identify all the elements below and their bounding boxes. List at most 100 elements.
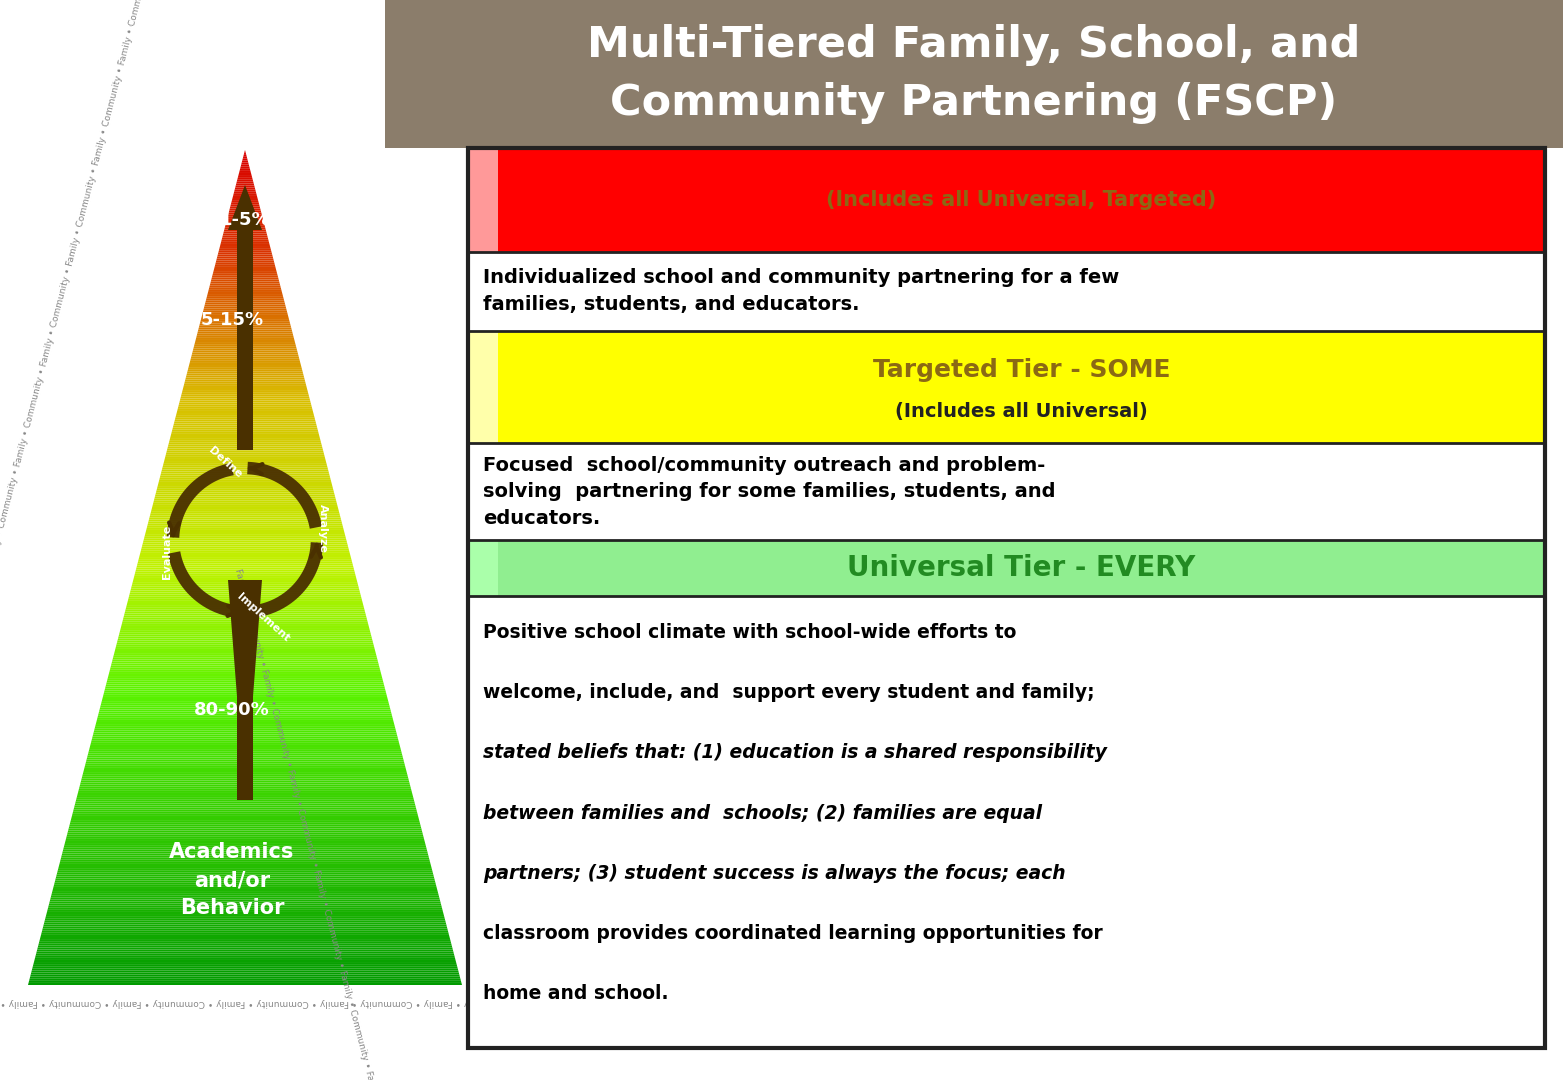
Polygon shape [111,663,378,665]
Polygon shape [31,972,460,974]
Polygon shape [148,517,341,519]
Polygon shape [241,166,250,168]
Polygon shape [220,244,270,246]
Polygon shape [77,795,413,797]
Polygon shape [233,193,256,195]
Polygon shape [80,786,411,788]
Polygon shape [81,779,410,781]
Polygon shape [163,468,328,470]
Polygon shape [56,875,435,877]
Polygon shape [158,486,333,488]
Polygon shape [66,839,425,841]
Polygon shape [214,265,275,267]
Polygon shape [44,922,447,924]
Polygon shape [239,171,252,173]
Polygon shape [127,600,363,603]
Polygon shape [109,670,381,672]
Polygon shape [52,891,438,893]
Polygon shape [113,658,377,660]
Polygon shape [34,960,456,962]
Polygon shape [181,392,308,394]
Polygon shape [200,321,291,323]
Polygon shape [141,551,350,553]
Polygon shape [192,349,297,350]
Polygon shape [86,761,405,764]
Polygon shape [80,783,410,784]
Polygon shape [120,629,370,630]
Polygon shape [211,282,280,284]
Polygon shape [220,240,269,242]
Polygon shape [120,626,369,629]
Polygon shape [181,394,309,396]
Polygon shape [156,490,334,492]
Polygon shape [58,868,431,870]
Polygon shape [227,221,264,224]
Polygon shape [189,365,302,367]
Polygon shape [213,271,277,273]
Polygon shape [113,656,377,658]
Polygon shape [113,660,378,661]
Polygon shape [131,589,359,591]
Polygon shape [30,974,460,976]
Polygon shape [47,909,442,912]
Polygon shape [89,747,400,750]
Polygon shape [136,569,355,571]
Polygon shape [39,941,452,943]
Polygon shape [73,808,416,810]
Polygon shape [186,378,305,380]
Text: Focused  school/community outreach and problem-
solving  partnering for some fam: Focused school/community outreach and pr… [483,456,1055,528]
Polygon shape [200,323,291,325]
Polygon shape [191,354,299,356]
Polygon shape [52,893,439,895]
Polygon shape [95,721,394,724]
Polygon shape [59,862,430,864]
Polygon shape [97,716,392,718]
Polygon shape [28,983,463,985]
Polygon shape [205,302,284,305]
Polygon shape [164,461,327,463]
Polygon shape [158,484,333,486]
Polygon shape [136,566,353,567]
Polygon shape [216,262,275,265]
Polygon shape [205,300,284,302]
Polygon shape [183,388,308,390]
Polygon shape [177,409,313,410]
Polygon shape [33,964,456,967]
Polygon shape [197,336,294,338]
Polygon shape [224,231,267,233]
Polygon shape [109,672,381,674]
Polygon shape [145,535,345,536]
Text: partners; (3) student success is always the focus; each: partners; (3) student success is always … [483,864,1066,882]
Polygon shape [228,580,263,800]
Polygon shape [236,184,255,186]
Polygon shape [117,640,374,643]
Polygon shape [241,164,250,166]
Polygon shape [167,444,322,446]
Polygon shape [55,878,435,880]
Text: between families and  schools; (2) families are equal: between families and schools; (2) famili… [483,804,1043,823]
Polygon shape [39,940,450,941]
Polygon shape [103,692,386,694]
Polygon shape [56,873,433,875]
Polygon shape [230,208,261,211]
Polygon shape [230,204,259,206]
Polygon shape [139,553,350,555]
Polygon shape [108,676,383,678]
Polygon shape [213,275,278,278]
Text: Analyze: Analyze [317,503,328,553]
Polygon shape [122,622,369,624]
Polygon shape [214,267,277,269]
Polygon shape [36,954,455,956]
Polygon shape [36,949,453,951]
Polygon shape [105,687,384,689]
Polygon shape [92,734,397,737]
Polygon shape [134,571,355,573]
Polygon shape [159,480,331,482]
Polygon shape [183,386,306,388]
Polygon shape [50,897,439,900]
Polygon shape [192,350,297,352]
Polygon shape [194,347,297,349]
Polygon shape [239,168,250,171]
Polygon shape [231,200,258,202]
Polygon shape [144,538,347,540]
